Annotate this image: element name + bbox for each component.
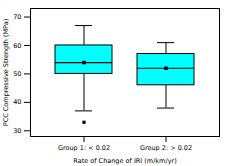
svg-text:Group 1: < 0.02: Group 1: < 0.02 [58,144,110,152]
svg-text:Rate of Change of IRI (m/km/yr: Rate of Change of IRI (m/km/yr) [73,157,176,165]
svg-text:30: 30 [13,127,21,135]
svg-text:40: 40 [13,98,21,106]
svg-text:Group 2: > 0.02: Group 2: > 0.02 [140,144,192,152]
svg-text:50: 50 [13,70,21,78]
svg-text:70: 70 [13,13,21,21]
svg-text:60: 60 [13,42,21,50]
svg-text:PCC Compressive Strength (MPa): PCC Compressive Strength (MPa) [2,19,10,127]
